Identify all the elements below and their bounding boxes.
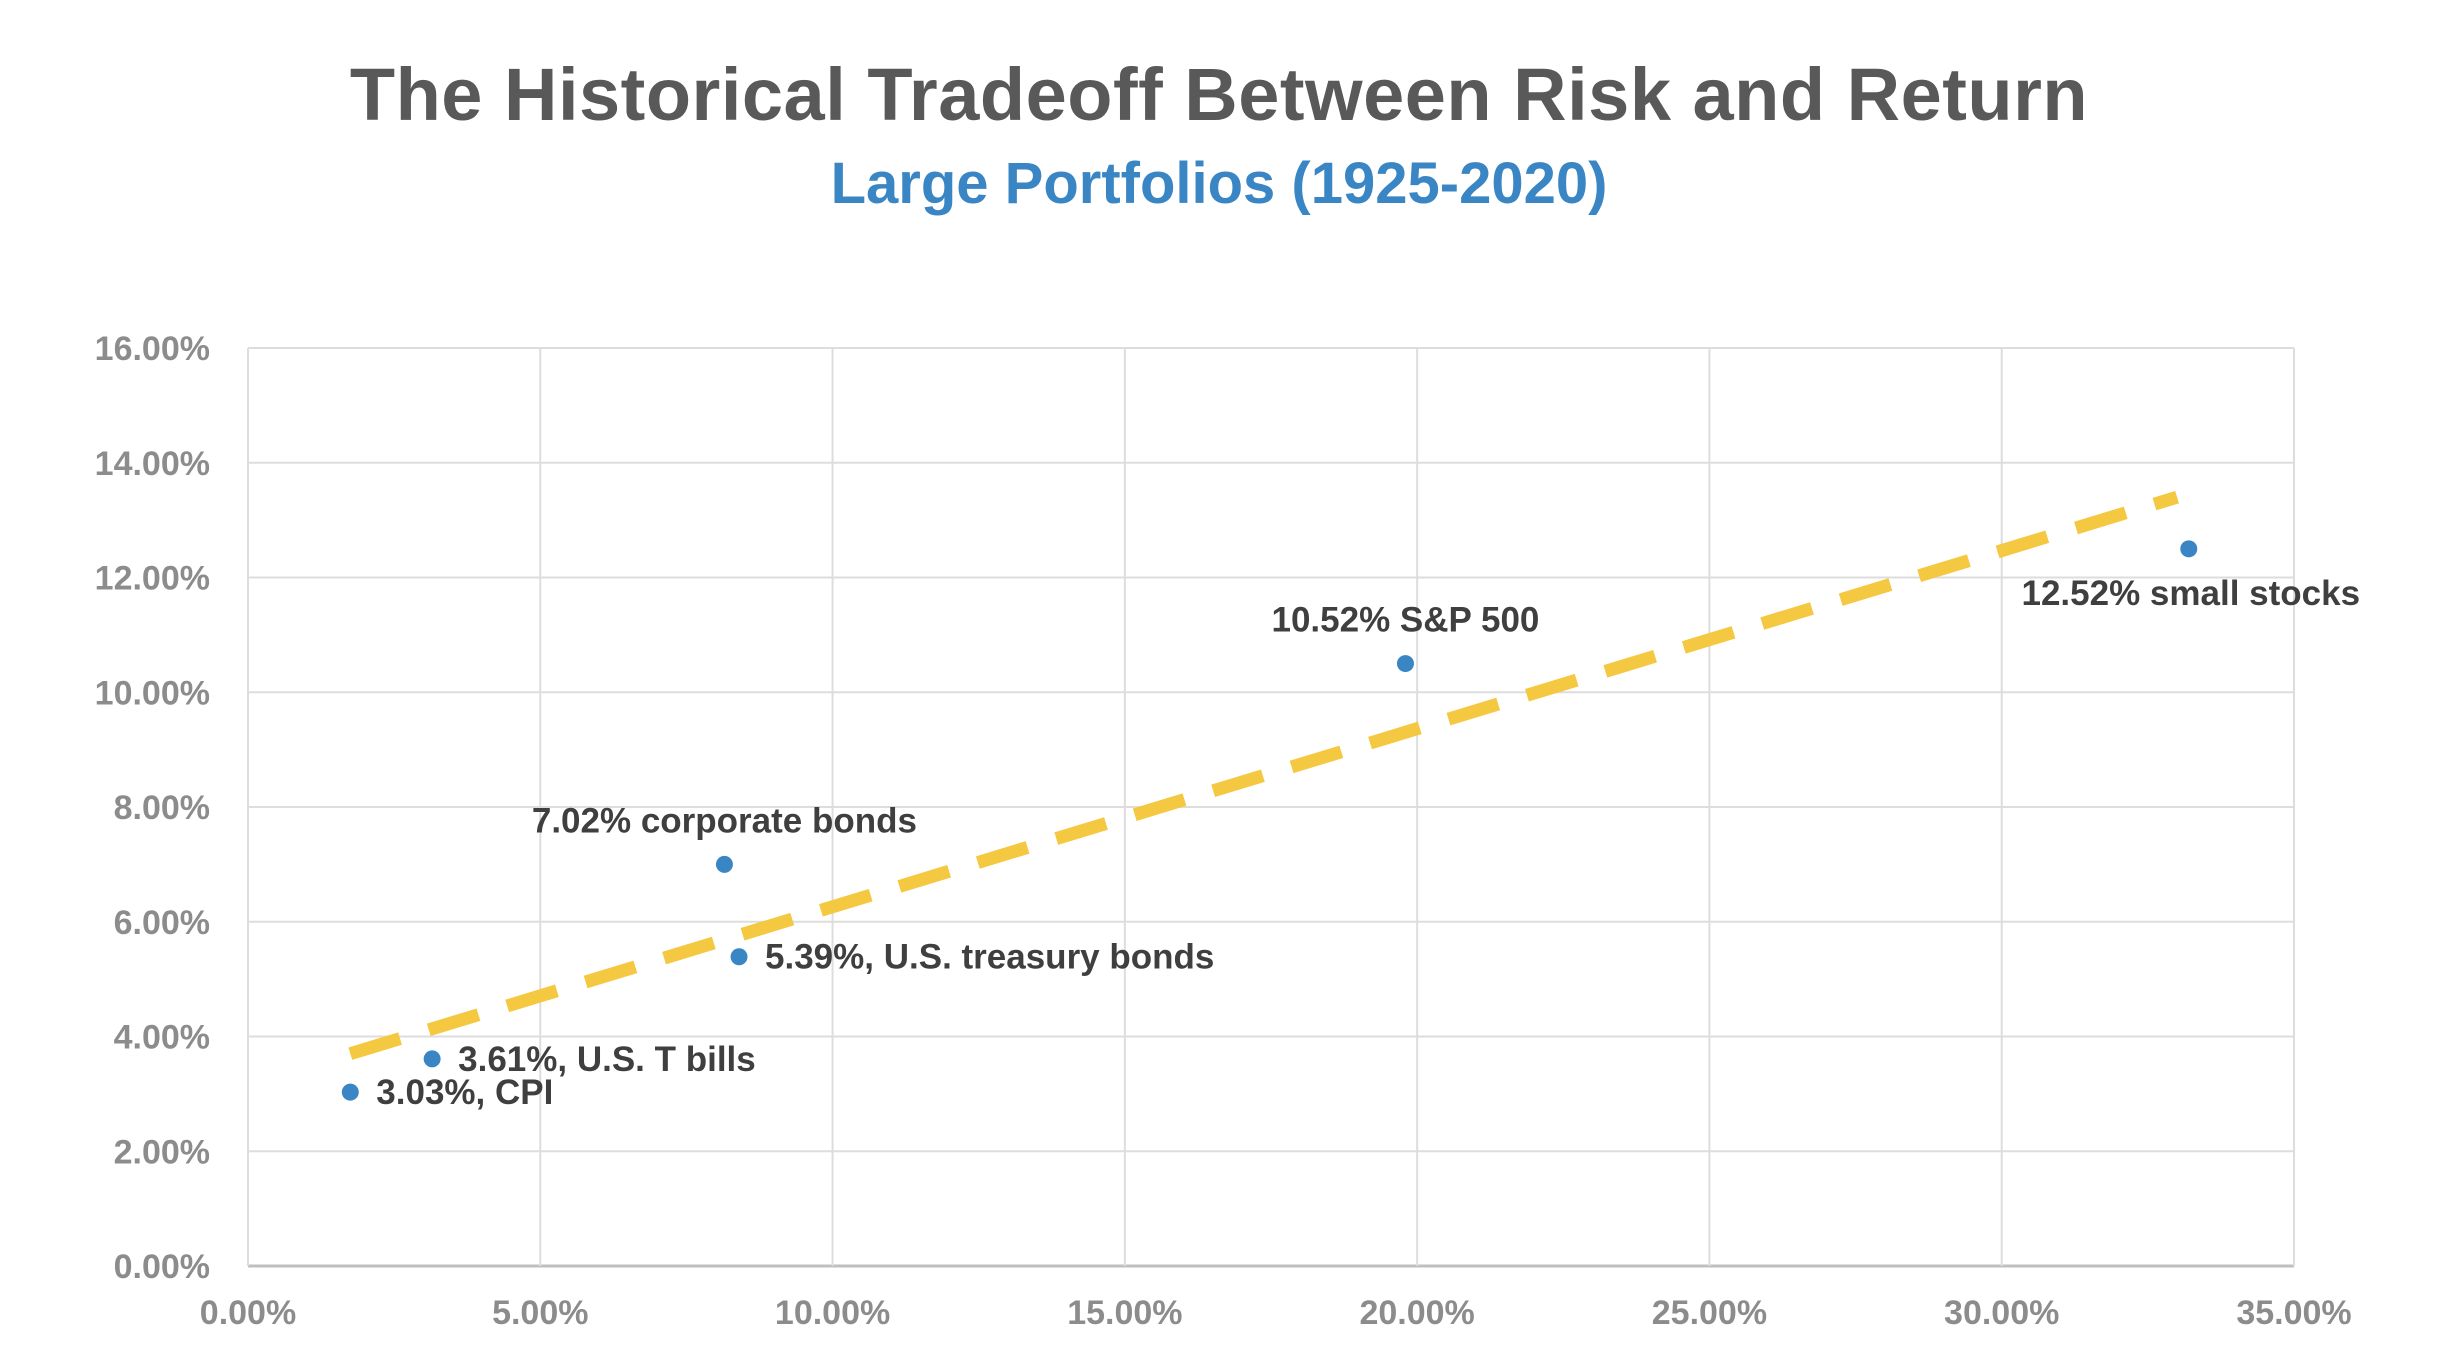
y-tick-label: 8.00% — [114, 789, 210, 827]
data-point — [715, 855, 733, 873]
y-tick-label: 0.00% — [114, 1248, 210, 1286]
y-tick-label: 10.00% — [95, 674, 210, 712]
trendline-layer — [348, 490, 2179, 1060]
x-tick-label: 20.00% — [1359, 1294, 1474, 1332]
y-tick-label: 4.00% — [114, 1019, 210, 1057]
x-tick-label: 25.00% — [1652, 1294, 1767, 1332]
data-point — [730, 948, 748, 966]
data-point-label: 3.61%, U.S. T bills — [458, 1040, 756, 1079]
tick-labels-layer: 0.00% 2.00% 4.00% 6.00% 8.00% 10.00% 12.00% 14.… — [95, 330, 2352, 1332]
data-point-label: 5.39%, U.S. treasury bonds — [765, 938, 1214, 977]
y-tick-label: 6.00% — [114, 904, 210, 942]
trendline — [348, 490, 2179, 1060]
y-tick-label: 14.00% — [95, 445, 210, 483]
y-tick-label: 12.00% — [95, 560, 210, 598]
x-tick-label: 5.00% — [492, 1294, 588, 1332]
x-tick-label: 30.00% — [1944, 1294, 2059, 1332]
y-tick-label: 2.00% — [114, 1133, 210, 1171]
data-point — [1396, 655, 1414, 673]
data-point — [341, 1083, 359, 1101]
chart-title: The Historical Tradeoff Between Risk and… — [349, 53, 2089, 136]
data-point-label: 7.02% corporate bonds — [532, 801, 917, 840]
data-point-label: 3.03%, CPI — [376, 1073, 553, 1112]
x-tick-label: 0.00% — [200, 1294, 296, 1332]
x-tick-label: 15.00% — [1067, 1294, 1182, 1332]
chart-subtitle: Large Portfolios (1925-2020) — [830, 151, 1608, 216]
data-point — [2180, 540, 2198, 558]
data-point-label: 12.52% small stocks — [2021, 574, 2360, 613]
data-point — [423, 1050, 441, 1068]
data-point-label: 10.52% S&P 500 — [1272, 601, 1540, 640]
grid-layer — [247, 347, 2295, 1268]
x-tick-label: 35.00% — [2236, 1294, 2351, 1332]
x-tick-label: 10.00% — [775, 1294, 890, 1332]
y-tick-label: 16.00% — [95, 330, 210, 368]
